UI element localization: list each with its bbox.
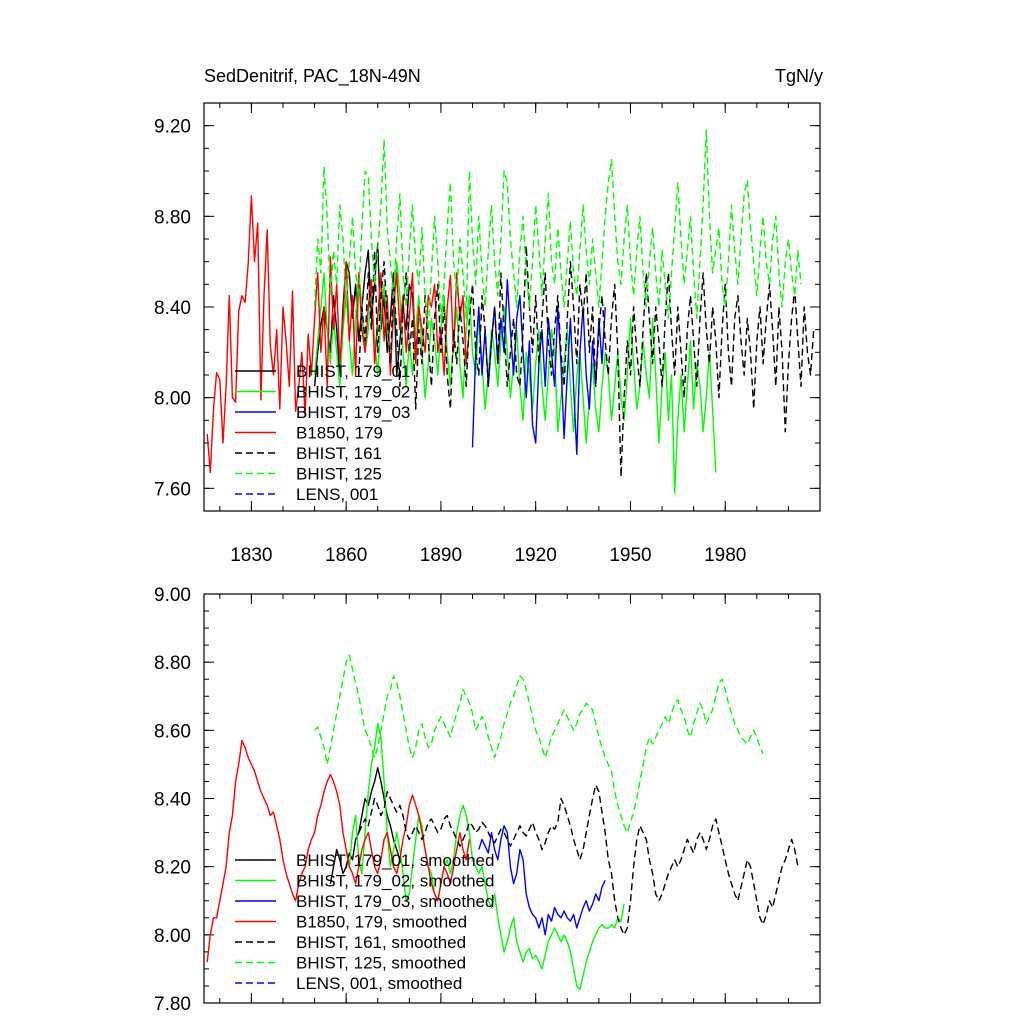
- series-group: [206, 129, 815, 494]
- legend-label: LENS, 001: [296, 485, 378, 504]
- x-tick-label: 1920: [515, 545, 557, 566]
- y-tick-label: 8.60: [154, 721, 191, 742]
- legend: BHIST, 179_01, smoothed BHIST, 179_02, sm…: [235, 851, 494, 993]
- legend-label: BHIST, 161: [296, 444, 382, 463]
- series-line: [206, 739, 471, 963]
- legend-label: B1850, 179: [296, 424, 383, 443]
- legend-label: BHIST, 161, smoothed: [296, 933, 466, 952]
- y-tick-label: 8.80: [154, 653, 191, 674]
- x-tick-label: 1830: [230, 545, 272, 566]
- legend-label: BHIST, 179_02, smoothed: [296, 872, 494, 891]
- legend-label: BHIST, 179_02: [296, 383, 410, 402]
- y-tick-label: 8.40: [154, 298, 191, 319]
- series-line: [313, 129, 802, 331]
- legend-label: BHIST, 125: [296, 465, 382, 484]
- y-tick-label: 8.00: [154, 926, 191, 947]
- y-tick-label: 9.20: [154, 117, 191, 138]
- x-tick-label: 1890: [420, 545, 462, 566]
- series-line: [358, 784, 799, 936]
- plot-frame: [203, 593, 821, 1004]
- legend-label: BHIST, 179_01: [296, 362, 410, 381]
- legend-label: LENS, 001, smoothed: [296, 974, 462, 993]
- units-label: TgN/y: [774, 66, 823, 86]
- chart-title: SedDenitrif, PAC_18N-49N: [204, 66, 421, 86]
- y-tick-label: 7.80: [154, 994, 191, 1015]
- x-tick-label: 1860: [325, 545, 367, 566]
- y-tick-label: 8.40: [154, 790, 191, 811]
- y-tick-label: 9.00: [154, 585, 191, 606]
- series-line: [478, 825, 606, 936]
- y-tick-label: 7.60: [154, 479, 191, 500]
- series-line: [329, 767, 404, 884]
- legend-label: B1850, 179, smoothed: [296, 913, 467, 932]
- x-tick-label: 1980: [704, 545, 746, 566]
- series-line: [471, 279, 606, 455]
- y-tick-label: 8.20: [154, 858, 191, 879]
- series-line: [314, 654, 764, 834]
- plot-frame: [203, 102, 821, 512]
- legend-label: BHIST, 179_03, smoothed: [296, 892, 494, 911]
- x-tick-label: 1950: [609, 545, 651, 566]
- series-line: [358, 245, 815, 478]
- y-tick-label: 8.80: [154, 207, 191, 228]
- legend-label: BHIST, 179_03: [296, 403, 410, 422]
- legend-label: BHIST, 179_01, smoothed: [296, 851, 494, 870]
- y-tick-label: 8.00: [154, 389, 191, 410]
- plot-panel-1: 7.60 8.00 8.40 8.80 9.20 1830 1860 1890 1920 1950…: [154, 102, 821, 566]
- series-group: [206, 654, 799, 991]
- plot-panel-2: 7.80 8.00 8.20 8.40 8.60 8.80 9.00 BHIST, 179_0…: [154, 585, 821, 1015]
- legend-label: BHIST, 125, smoothed: [296, 954, 466, 973]
- series-line: [345, 722, 625, 991]
- series-line: [206, 195, 471, 474]
